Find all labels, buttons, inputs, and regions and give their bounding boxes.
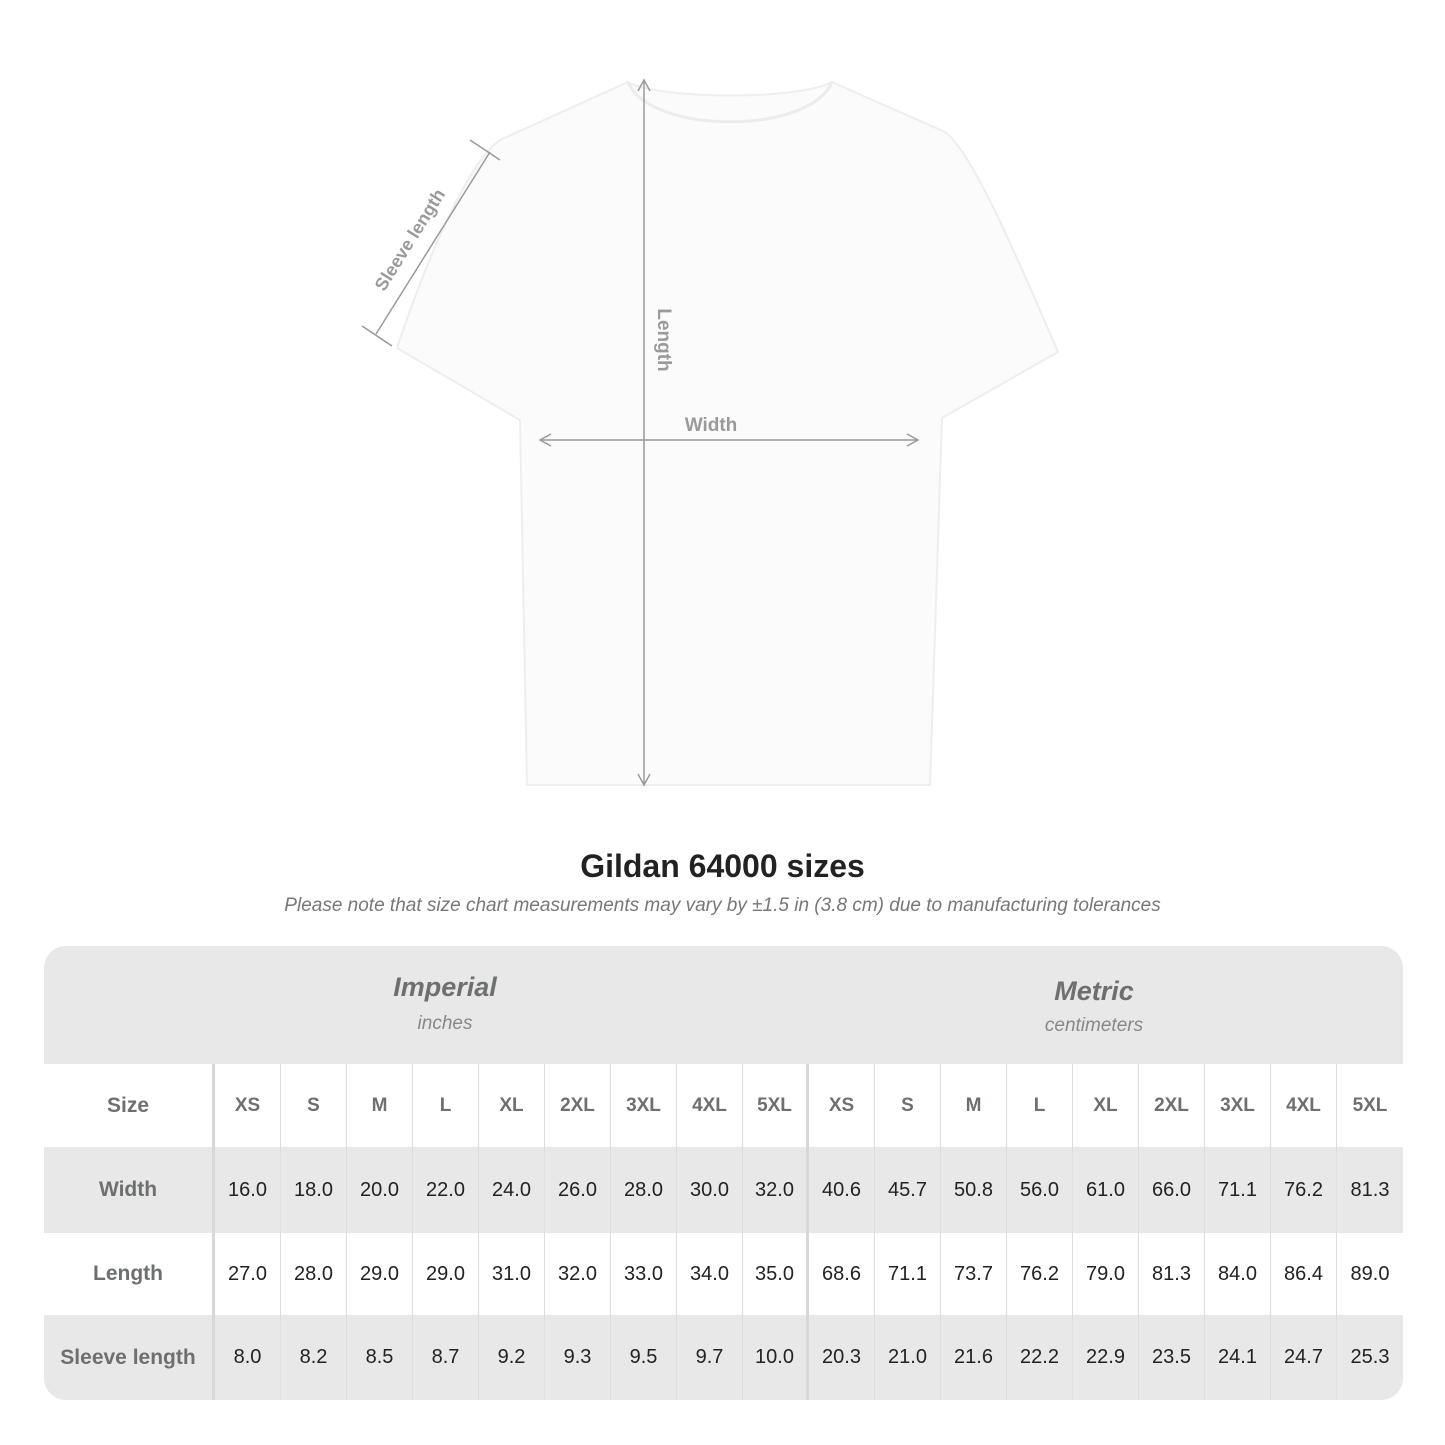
row-label: Size (44, 1064, 215, 1147)
table-cell: 61.0 (1073, 1147, 1139, 1233)
table-cell: 31.0 (479, 1233, 545, 1315)
table-cell: 24.1 (1205, 1315, 1271, 1400)
table-cell: 71.1 (1205, 1147, 1271, 1233)
row-label: Sleeve length (44, 1315, 215, 1400)
width-label: Width (685, 415, 738, 436)
size-table: Imperial inches Metric centimeters Size X… (44, 946, 1403, 1400)
table-cell: 24.0 (479, 1147, 545, 1233)
table-cell: 22.2 (1007, 1315, 1073, 1400)
table-cell: 50.8 (941, 1147, 1007, 1233)
size-header-cell: 3XL (1205, 1064, 1271, 1147)
table-cell: 27.0 (215, 1233, 281, 1315)
table-cell: 81.3 (1139, 1233, 1205, 1315)
imperial-header: Imperial inches (393, 972, 497, 1034)
table-cell: 66.0 (1139, 1147, 1205, 1233)
row-label: Width (44, 1147, 215, 1233)
size-header-cell: XL (479, 1064, 545, 1147)
table-cell: 40.6 (809, 1147, 875, 1233)
size-header-cell: M (941, 1064, 1007, 1147)
sleeve-arrow (375, 151, 491, 335)
table-cell: 86.4 (1271, 1233, 1337, 1315)
size-header-cell: S (281, 1064, 347, 1147)
table-cell: 84.0 (1205, 1233, 1271, 1315)
table-cell: 18.0 (281, 1147, 347, 1233)
size-header-cell: 2XL (1139, 1064, 1205, 1147)
size-row: Size XS S M L XL 2XL 3XL 4XL 5XL XS S M L XL 2XL 3XL 4XL 5… (44, 1064, 1403, 1147)
table-cell: 25.3 (1350, 1346, 1390, 1368)
size-header-cell: 4XL (1271, 1064, 1337, 1147)
table-row: Width 16.0 18.0 20.0 22.0 24.0 26.0 28.0 30.0 32.… (44, 1147, 1403, 1233)
table-cell: 9.7 (677, 1315, 743, 1400)
size-header-cell: XS (809, 1064, 875, 1147)
table-cell: 30.0 (677, 1147, 743, 1233)
table-cell: 34.0 (677, 1233, 743, 1315)
table-cell: 23.5 (1139, 1315, 1205, 1400)
table-cell: 28.0 (611, 1147, 677, 1233)
size-header-cell: 2XL (545, 1064, 611, 1147)
table-cell: 73.7 (941, 1233, 1007, 1315)
size-header-cell: L (413, 1064, 479, 1147)
table-cell: 71.1 (875, 1233, 941, 1315)
table-cell: 35.0 (743, 1233, 809, 1315)
row-label: Length (44, 1233, 215, 1315)
size-header-cell: M (347, 1064, 413, 1147)
table-cell: 24.7 (1271, 1315, 1337, 1400)
table-cell: 20.0 (347, 1147, 413, 1233)
table-row: Length 27.0 28.0 29.0 29.0 31.0 32.0 33.0 34.0 35… (44, 1233, 1403, 1315)
table-cell: 33.0 (611, 1233, 677, 1315)
table-cell: 9.5 (611, 1315, 677, 1400)
table-cell: 16.0 (215, 1147, 281, 1233)
table-cell: 22.0 (413, 1147, 479, 1233)
table-cell: 28.0 (281, 1233, 347, 1315)
table-cell: 68.6 (809, 1233, 875, 1315)
metric-header: Metric centimeters (1044, 976, 1144, 1036)
tshirt-diagram: Width Length Sleeve length (361, 78, 1060, 787)
table-cell: 76.2 (1007, 1233, 1073, 1315)
size-header-cell: XL (1073, 1064, 1139, 1147)
table-cell: 79.0 (1073, 1233, 1139, 1315)
tolerance-note: Please note that size chart measurements… (284, 895, 1161, 916)
size-header-cell: 4XL (677, 1064, 743, 1147)
table-cell: 8.0 (215, 1315, 281, 1400)
size-header-cell: 3XL (611, 1064, 677, 1147)
table-cell: 26.0 (545, 1147, 611, 1233)
page-title: Gildan 64000 sizes (580, 848, 865, 884)
table-cell: 20.3 (809, 1315, 875, 1400)
table-cell: 8.7 (413, 1315, 479, 1400)
table-cell: 9.2 (479, 1315, 545, 1400)
size-header-cell: XS (215, 1064, 281, 1147)
size-header-cell: S (875, 1064, 941, 1147)
table-cell: 76.2 (1271, 1147, 1337, 1233)
table-cell: 29.0 (413, 1233, 479, 1315)
table-row: Sleeve length 8.0 8.2 8.5 8.7 9.2 9.3 9.5 9.7 10.… (44, 1315, 1403, 1400)
tshirt-shape (395, 80, 1060, 786)
size-header-cell: L (1007, 1064, 1073, 1147)
table-cell: 32.0 (743, 1147, 809, 1233)
table-cell: 21.0 (875, 1315, 941, 1400)
table-cell: 10.0 (743, 1315, 809, 1400)
size-header-cell: 5XL (1352, 1094, 1388, 1116)
table-cell: 9.3 (545, 1315, 611, 1400)
table-cell: 45.7 (875, 1147, 941, 1233)
table-cell: 8.2 (281, 1315, 347, 1400)
table-cell: 21.6 (941, 1315, 1007, 1400)
table-cell: 29.0 (347, 1233, 413, 1315)
table-cell: 8.5 (347, 1315, 413, 1400)
neckline (626, 81, 834, 124)
table-cell: 56.0 (1007, 1147, 1073, 1233)
table-cell: 89.0 (1350, 1262, 1390, 1285)
length-label: Length (653, 308, 674, 371)
size-header-cell: 5XL (743, 1064, 809, 1147)
table-cell: 32.0 (545, 1233, 611, 1315)
table-cell: 22.9 (1073, 1315, 1139, 1400)
table-cell: 81.3 (1350, 1178, 1390, 1201)
